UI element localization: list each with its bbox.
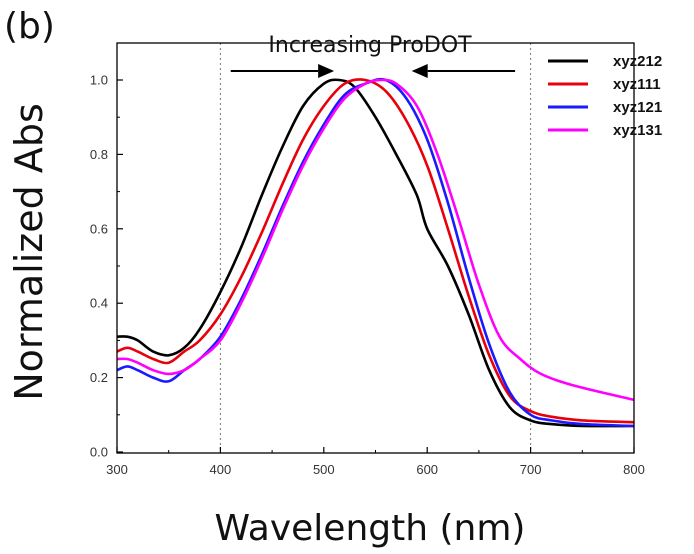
legend: xyz212 xyz111 xyz121 xyz131 (548, 53, 662, 139)
x-axis-title: Wavelength (nm) (215, 508, 526, 549)
y-tick-label-0.2: 0.2 (90, 370, 108, 385)
plot-frame (116, 42, 635, 454)
x-axis: 300 400 500 600 700 800 (106, 447, 645, 477)
series-line-xyz131 (116, 78, 635, 402)
series-lines (116, 77, 635, 428)
series-line-xyz121 (116, 77, 635, 428)
arrow-head-left (411, 64, 428, 78)
reference-lines (219, 43, 532, 453)
x-tick-label-400: 400 (210, 462, 232, 477)
y-axis: 0.0 0.2 0.4 0.6 0.8 1.0 (90, 73, 123, 460)
y-tick-label-1: 1.0 (90, 73, 108, 88)
legend-label-xyz212: xyz212 (613, 53, 662, 70)
x-tick-label-700: 700 (520, 462, 542, 477)
annotation-arrows (230, 64, 516, 78)
series-line-xyz111 (116, 78, 635, 424)
x-tick-label-800: 800 (623, 462, 645, 477)
x-tick-label-300: 300 (106, 462, 128, 477)
arrow-head-right (318, 64, 335, 78)
annotation-text: Increasing ProDOT (268, 33, 472, 58)
y-axis-title: Normalized Abs (7, 103, 51, 401)
panel-label: (b) (4, 6, 55, 47)
legend-label-xyz111: xyz111 (613, 76, 661, 93)
y-tick-label-0.8: 0.8 (90, 147, 108, 162)
series-line-xyz212 (116, 78, 635, 428)
legend-label-xyz131: xyz131 (613, 122, 662, 139)
y-tick-label-0: 0.0 (90, 445, 108, 460)
y-tick-label-0.4: 0.4 (90, 296, 108, 311)
x-tick-label-500: 500 (313, 462, 335, 477)
x-tick-label-600: 600 (416, 462, 438, 477)
legend-label-xyz121: xyz121 (613, 99, 662, 116)
y-tick-label-0.6: 0.6 (90, 221, 108, 236)
